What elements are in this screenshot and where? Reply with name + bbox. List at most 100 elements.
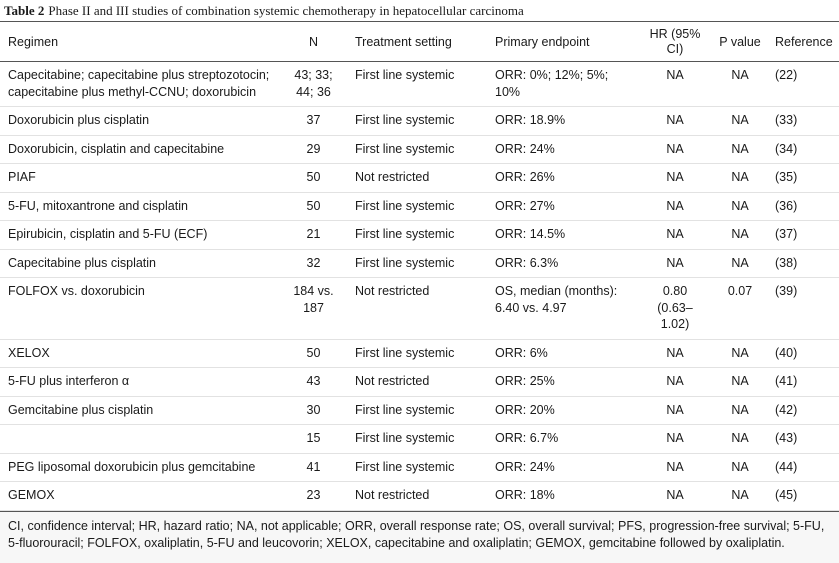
header-cell: Regimen	[0, 21, 276, 62]
table-cell: ORR: 14.5%	[487, 220, 637, 250]
footnote: CI, confidence interval; HR, hazard rati…	[0, 510, 839, 563]
table-cell: 32	[276, 249, 347, 278]
header-cell: P value	[709, 21, 767, 62]
table-cell: ORR: 18.9%	[487, 106, 637, 136]
table-cell: 50	[276, 339, 347, 368]
table-cell: ORR: 25%	[487, 367, 637, 397]
table-cell: NA	[709, 396, 767, 425]
table-cell: First line systemic	[347, 192, 487, 221]
table-cell: NA	[637, 424, 709, 454]
table-cell: (42)	[767, 396, 839, 425]
table-cell: Capecitabine; capecitabine plus streptoz…	[0, 61, 276, 107]
table-cell: NA	[709, 424, 767, 454]
table-cell: ORR: 24%	[487, 135, 637, 164]
table-cell: Capecitabine plus cisplatin	[0, 249, 276, 278]
table-cell: (37)	[767, 220, 839, 250]
table-cell: First line systemic	[347, 61, 487, 107]
table-cell: NA	[709, 453, 767, 482]
caption-label: Table 2	[4, 3, 45, 18]
table-cell: NA	[637, 163, 709, 193]
table-cell: NA	[637, 192, 709, 221]
table-cell: First line systemic	[347, 220, 487, 250]
table-row: Capecitabine; capecitabine plus streptoz…	[0, 61, 839, 107]
table-cell: 37	[276, 106, 347, 136]
table-cell: 50	[276, 163, 347, 193]
header-cell: HR (95% CI)	[637, 21, 709, 62]
table-cell: 184 vs. 187	[276, 277, 347, 340]
table-cell: Not restricted	[347, 367, 487, 397]
table-cell: ORR: 6.3%	[487, 249, 637, 278]
table-cell: (44)	[767, 453, 839, 482]
table-row: Capecitabine plus cisplatin 32 First line …	[0, 249, 839, 278]
header-cell: Treatment setting	[347, 21, 487, 62]
table-cell: Not restricted	[347, 481, 487, 511]
table-cell: Not restricted	[347, 163, 487, 193]
table-cell: NA	[637, 481, 709, 511]
table-cell: (39)	[767, 277, 839, 340]
header-cell: Reference	[767, 21, 839, 62]
table-cell: 15	[276, 424, 347, 454]
table-cell: Doxorubicin, cisplatin and capecitabine	[0, 135, 276, 164]
table-cell: 41	[276, 453, 347, 482]
table-cell: 30	[276, 396, 347, 425]
table-cell: NA	[637, 106, 709, 136]
table-cell: Gemcitabine plus cisplatin	[0, 396, 276, 425]
table-cell: NA	[637, 396, 709, 425]
table-cell: 5-FU plus interferon α	[0, 367, 276, 397]
table-cell: 43	[276, 367, 347, 397]
caption-text: Phase II and III studies of combination …	[48, 3, 524, 18]
table-cell: XELOX	[0, 339, 276, 368]
table-cell: First line systemic	[347, 106, 487, 136]
table-cell: NA	[637, 339, 709, 368]
caption: Table 2 Phase II and III studies of combi…	[0, 0, 839, 21]
table-cell: NA	[709, 249, 767, 278]
table-cell: ORR: 6.7%	[487, 424, 637, 454]
table-cell: 23	[276, 481, 347, 511]
table-cell: Doxorubicin plus cisplatin	[0, 106, 276, 136]
table-cell: 5-FU, mitoxantrone and cisplatin	[0, 192, 276, 221]
table-cell: NA	[637, 220, 709, 250]
table-cell: Epirubicin, cisplatin and 5-FU (ECF)	[0, 220, 276, 250]
table-row: 5-FU plus interferon α 43 Not restricted OR…	[0, 367, 839, 397]
header-cell: Primary endpoint	[487, 21, 637, 62]
table-cell: PIAF	[0, 163, 276, 193]
table-cell: First line systemic	[347, 135, 487, 164]
table-cell: (35)	[767, 163, 839, 193]
table-cell: NA	[709, 220, 767, 250]
table-cell: GEMOX	[0, 481, 276, 511]
header-row: Regimen N Treatment setting Primary endpoin…	[0, 21, 839, 62]
table-row: XELOX 50 First line systemic ORR: 6% NA NA (40…	[0, 339, 839, 368]
table-cell: FOLFOX vs. doxorubicin	[0, 277, 276, 340]
table-cell: (45)	[767, 481, 839, 511]
table-cell: NA	[709, 367, 767, 397]
table-cell: 0.80 (0.63–1.02)	[637, 277, 709, 340]
table-row: Gemcitabine plus cisplatin 30 First line s…	[0, 396, 839, 425]
table-cell: ORR: 18%	[487, 481, 637, 511]
table-cell: (41)	[767, 367, 839, 397]
table-cell: First line systemic	[347, 453, 487, 482]
table-cell: (22)	[767, 61, 839, 107]
table-row: Epirubicin, cisplatin and 5-FU (ECF) 21 Fi…	[0, 220, 839, 250]
table-cell: ORR: 0%; 12%; 5%; 10%	[487, 61, 637, 107]
table-row: 5-FU, mitoxantrone and cisplatin 50 First …	[0, 192, 839, 221]
table-cell: NA	[637, 367, 709, 397]
table-cell: First line systemic	[347, 339, 487, 368]
table-cell: NA	[709, 163, 767, 193]
table-cell: NA	[637, 61, 709, 107]
table-cell: (40)	[767, 339, 839, 368]
table-cell: NA	[637, 135, 709, 164]
table-row: PEG liposomal doxorubicin plus gemcitabi…	[0, 453, 839, 482]
table-cell: (36)	[767, 192, 839, 221]
table-body: Capecitabine; capecitabine plus streptoz…	[0, 61, 839, 511]
table-cell: (33)	[767, 106, 839, 136]
table-row: FOLFOX vs. doxorubicin 184 vs. 187 Not res…	[0, 277, 839, 340]
table-cell	[0, 424, 276, 454]
table-cell: Not restricted	[347, 277, 487, 340]
table-cell: 43; 33; 44; 36	[276, 61, 347, 107]
table-cell: First line systemic	[347, 249, 487, 278]
table-row: Doxorubicin plus cisplatin 37 First line s…	[0, 106, 839, 136]
table-cell: First line systemic	[347, 396, 487, 425]
table-cell: NA	[637, 249, 709, 278]
table-cell: 21	[276, 220, 347, 250]
